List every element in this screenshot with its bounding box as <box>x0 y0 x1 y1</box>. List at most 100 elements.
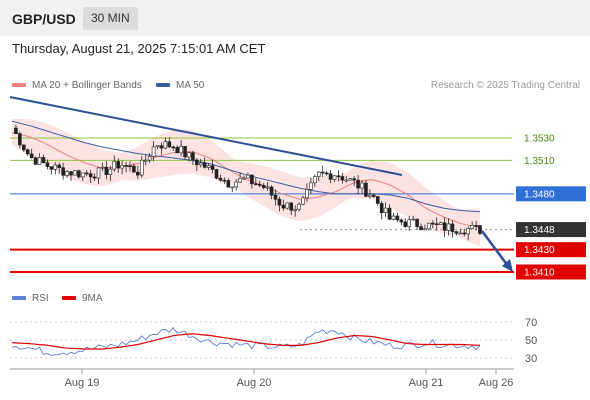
candle-body <box>21 144 26 151</box>
candle-body <box>411 218 415 221</box>
candle <box>124 161 128 173</box>
candle <box>179 139 183 157</box>
candle <box>234 179 238 191</box>
candle-body <box>423 228 427 231</box>
candle <box>100 162 105 172</box>
candle <box>368 189 372 199</box>
candle-body <box>466 228 471 235</box>
candle <box>336 170 341 182</box>
candle <box>379 201 384 220</box>
candle-body <box>269 186 274 196</box>
candle <box>454 231 459 236</box>
candle <box>316 171 321 182</box>
candle-body <box>49 166 54 170</box>
candle-body <box>438 222 443 225</box>
candle-body <box>116 161 120 169</box>
price-label-1.3480: 1.3480 <box>524 189 555 200</box>
candle <box>21 144 26 153</box>
timestamp: Thursday, August 21, 2025 7:15:01 AM CET <box>12 41 266 56</box>
candle <box>446 218 451 236</box>
candle-body <box>96 167 101 179</box>
candle <box>214 168 219 180</box>
candle-body <box>328 173 333 180</box>
candle-body <box>37 157 42 165</box>
candle-body <box>238 178 242 183</box>
candle-body <box>69 171 73 176</box>
candle <box>143 155 148 166</box>
candle-body <box>316 171 321 177</box>
candle <box>112 155 117 172</box>
candle <box>238 172 242 183</box>
candle-body <box>77 170 81 178</box>
candle-body <box>395 215 400 221</box>
candle-body <box>120 165 124 169</box>
ma9-swatch <box>62 296 76 301</box>
candle <box>423 224 427 231</box>
candle-body <box>434 223 439 226</box>
candle <box>226 178 231 188</box>
candle <box>320 165 325 178</box>
candle-body <box>234 181 238 188</box>
candle <box>242 175 246 180</box>
candle <box>305 183 309 202</box>
timeframe-badge[interactable]: 30 MIN <box>83 7 138 30</box>
candle-body <box>100 166 105 169</box>
candle <box>250 174 254 189</box>
copyright-note: Research © 2025 Trading Central <box>430 80 580 91</box>
price-labels: 1.3530 1.3510 1.3480 1.3448 1.3430 1.3410 <box>516 134 586 280</box>
candle-body <box>383 207 388 214</box>
ma9-legend-label: 9MA <box>82 293 103 304</box>
candle-body <box>450 223 455 232</box>
candle <box>399 218 404 226</box>
candle-body <box>187 152 191 158</box>
candle <box>230 186 235 193</box>
candle <box>257 180 262 188</box>
candle <box>313 174 317 187</box>
candle <box>104 161 109 180</box>
candle <box>474 220 478 231</box>
candle <box>218 174 223 182</box>
candle-body <box>407 219 412 227</box>
candle <box>431 220 435 229</box>
candle <box>269 185 274 200</box>
candle-body <box>427 222 431 230</box>
candle <box>450 220 455 238</box>
candle-body <box>387 207 392 220</box>
moving-averages <box>11 120 481 228</box>
candle <box>332 174 337 183</box>
candle <box>407 215 412 231</box>
candle-body <box>92 176 97 179</box>
rsi-ma9-line <box>11 333 481 350</box>
candle-body <box>403 221 408 227</box>
candle <box>151 140 156 162</box>
candle-body <box>29 153 34 159</box>
candle <box>210 159 215 174</box>
candle <box>352 176 356 187</box>
price-label-1.3448: 1.3448 <box>524 225 555 236</box>
candle-body <box>163 141 168 149</box>
candle <box>187 151 191 162</box>
candle <box>254 178 258 186</box>
candle-body <box>61 167 65 176</box>
ma50-swatch <box>156 83 170 88</box>
candle <box>285 202 290 210</box>
candle <box>61 162 65 180</box>
candle-body <box>65 171 69 176</box>
candle <box>171 145 176 151</box>
candle <box>45 159 50 170</box>
candle-body <box>33 157 38 165</box>
candle <box>466 226 471 241</box>
candle-body <box>53 164 58 170</box>
ma20-swatch <box>12 83 26 88</box>
candle <box>277 196 282 212</box>
candle <box>427 222 431 231</box>
candle-body <box>309 182 313 190</box>
candle-body <box>356 179 360 189</box>
candle-body <box>250 174 254 185</box>
candle <box>84 169 89 177</box>
candle <box>273 189 278 206</box>
candle-body <box>128 165 132 168</box>
candle-body <box>171 146 176 149</box>
candle-body <box>462 232 467 235</box>
